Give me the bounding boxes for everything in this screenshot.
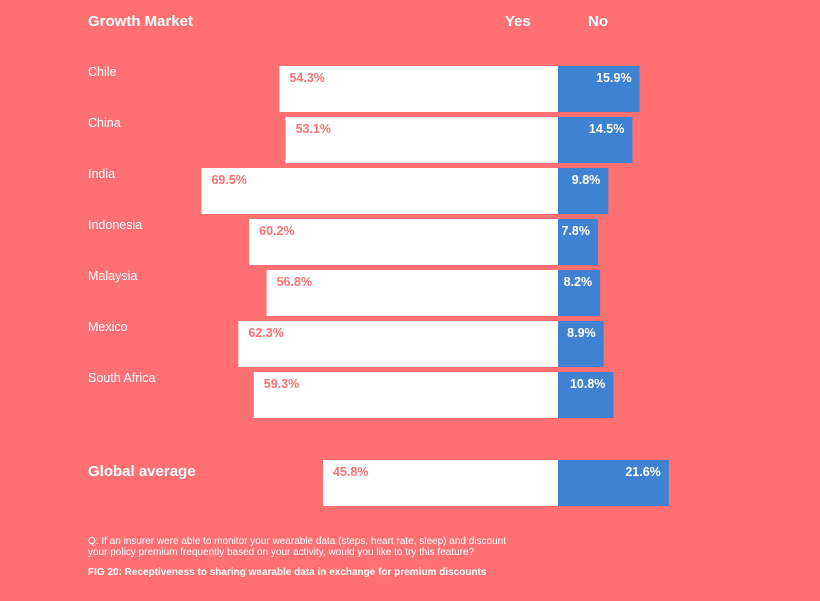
yes-bar-india: [201, 168, 558, 214]
category-label-mexico: Mexico: [88, 320, 128, 334]
figure-caption: FIG 20: Receptiveness to sharing wearabl…: [88, 567, 487, 578]
no-value-label-china: 14.5%: [589, 122, 624, 136]
no-bar-india: [558, 168, 609, 214]
column-header-yes: Yes: [505, 13, 531, 30]
no-value-label-global-average: 21.6%: [625, 465, 660, 479]
no-value-label-india: 9.8%: [572, 173, 601, 187]
yes-bar-global-average: [323, 460, 558, 506]
yes-value-label-chile: 54.3%: [289, 71, 324, 85]
no-bar-chile: [558, 66, 640, 112]
category-label-indonesia: Indonesia: [88, 218, 142, 232]
yes-bar-south-africa: [253, 372, 558, 418]
no-bar-south-africa: [558, 372, 614, 418]
no-bar-global-average: [558, 460, 669, 506]
yes-value-label-indonesia: 60.2%: [259, 224, 294, 238]
yes-value-label-south-africa: 59.3%: [264, 377, 299, 391]
yes-bar-malaysia: [266, 270, 558, 316]
survey-question: Q: If an insurer were able to monitor yo…: [88, 536, 506, 558]
no-value-label-mexico: 8.9%: [567, 326, 596, 340]
category-label-chile: Chile: [88, 65, 117, 79]
yes-value-label-malaysia: 56.8%: [277, 275, 312, 289]
no-bar-indonesia: [558, 219, 599, 265]
yes-value-label-mexico: 62.3%: [248, 326, 283, 340]
yes-value-label-china: 53.1%: [296, 122, 331, 136]
column-header-market: Growth Market: [88, 13, 194, 30]
category-label-south-africa: South Africa: [88, 371, 155, 385]
yes-value-label-india: 69.5%: [211, 173, 246, 187]
category-label-china: China: [88, 116, 121, 130]
no-bar-malaysia: [558, 270, 601, 316]
yes-bar-chile: [279, 66, 558, 112]
yes-bar-china: [285, 117, 558, 163]
no-value-label-south-africa: 10.8%: [570, 377, 605, 391]
no-bar-china: [558, 117, 633, 163]
no-value-label-chile: 15.9%: [596, 71, 631, 85]
yes-value-label-global-average: 45.8%: [333, 465, 368, 479]
yes-bar-mexico: [238, 321, 558, 367]
category-label-malaysia: Malaysia: [88, 269, 137, 283]
category-label-india: India: [88, 167, 115, 181]
category-label-global-average: Global average: [88, 463, 196, 480]
column-header-no: No: [588, 13, 608, 30]
no-value-label-malaysia: 8.2%: [564, 275, 593, 289]
no-value-label-indonesia: 7.8%: [562, 224, 591, 238]
yes-bar-indonesia: [249, 219, 558, 265]
no-bar-mexico: [558, 321, 604, 367]
